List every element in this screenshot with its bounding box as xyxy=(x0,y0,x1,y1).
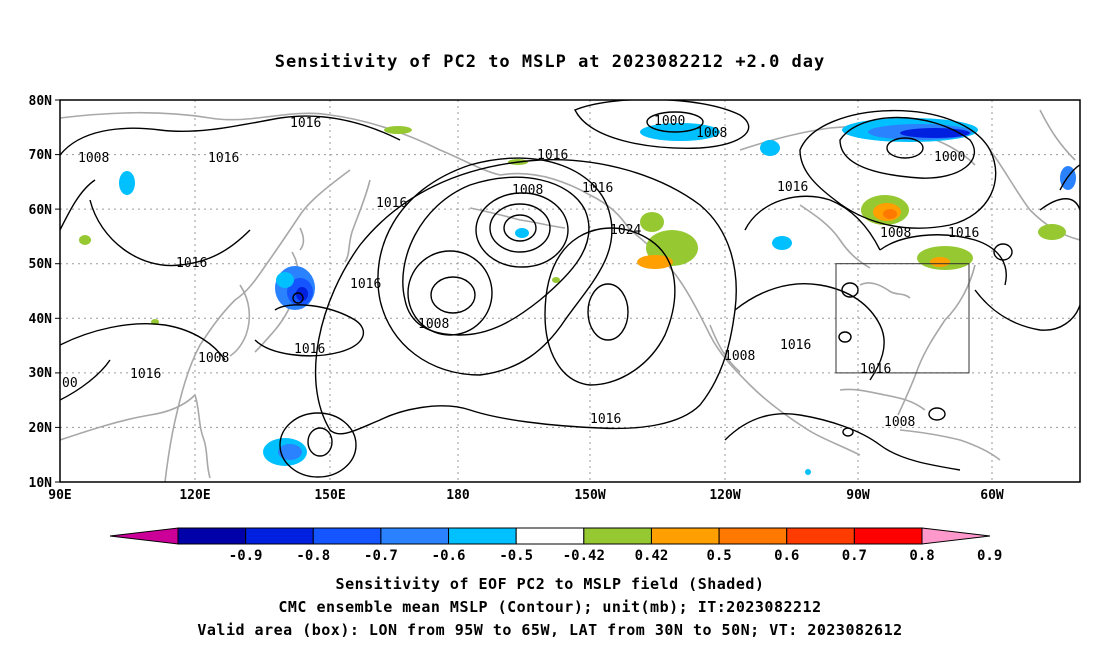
colorbar-upper-triangle xyxy=(921,527,991,545)
contour-label: 1000 xyxy=(654,114,685,129)
contour-label: 1024 xyxy=(610,223,641,238)
contour-label: 1008 xyxy=(78,151,109,166)
lon-labels: 90E 120E 150E 180 150W 120W 90W 60W xyxy=(48,488,1004,503)
mslp-contours xyxy=(60,100,1080,478)
grid-lines xyxy=(60,100,1080,482)
contour-label: 1008 xyxy=(696,126,727,141)
colorbar-segment xyxy=(515,527,585,545)
contour-label: 1016 xyxy=(582,181,613,196)
lon-label: 150W xyxy=(574,488,605,503)
contour-label: 1008 xyxy=(512,183,543,198)
contour-label: 1016 xyxy=(537,148,568,163)
contour-label: 1016 xyxy=(208,151,239,166)
contour-label: 1008 xyxy=(884,415,915,430)
contour-label: 00 xyxy=(62,376,78,391)
colorbar-tick-label: 0.7 xyxy=(842,548,867,564)
contour-label: 1016 xyxy=(130,367,161,382)
colorbar-segment xyxy=(583,527,652,545)
colorbar-segment xyxy=(786,527,855,545)
colorbar-segment xyxy=(245,527,314,545)
contour-label: 1016 xyxy=(590,412,621,427)
contour-label: 1016 xyxy=(777,180,808,195)
lat-label: 60N xyxy=(29,203,53,218)
colorbar-tick-label: 0.42 xyxy=(635,548,669,564)
colorbar-segment xyxy=(718,527,788,545)
lon-label: 150E xyxy=(314,488,345,503)
colorbar-tick-label: -0.8 xyxy=(296,548,330,564)
lon-label: 60W xyxy=(980,488,1004,503)
lat-label: 70N xyxy=(29,148,53,163)
colorbar-tick-label: 0.9 xyxy=(977,548,1002,564)
caption-contour: CMC ensemble mean MSLP (Contour); unit(m… xyxy=(278,598,822,616)
colorbar-segment xyxy=(650,527,720,545)
contour-label: 1016 xyxy=(294,342,325,357)
contour-label: 1016 xyxy=(376,196,407,211)
contour-label: 1008 xyxy=(198,351,229,366)
map-title: Sensitivity of PC2 to MSLP at 2023082212… xyxy=(274,52,826,72)
contour-label: 1016 xyxy=(860,362,891,377)
contour-label: 1016 xyxy=(290,116,321,131)
caption-shaded: Sensitivity of EOF PC2 to MSLP field (Sh… xyxy=(335,575,765,593)
contour-label-group: 1016 1008 1016 1016 1016 1016 1008 1016 … xyxy=(62,114,979,430)
lon-label: 120E xyxy=(179,488,210,503)
lat-label: 40N xyxy=(29,312,53,327)
colorbar-segment xyxy=(177,527,247,545)
colorbar-lower-triangle xyxy=(109,527,179,545)
colorbar-segment xyxy=(853,527,923,545)
colorbar-tick-label: -0.42 xyxy=(563,548,605,564)
contour-label: 1008 xyxy=(418,317,449,332)
colorbar: -0.9 -0.8 -0.7 -0.6 -0.5 -0.42 0.42 0.5 0.6 0.7 0.… xyxy=(109,527,1002,564)
colorbar-tick-label: 0.5 xyxy=(706,548,731,564)
lat-labels: 80N 70N 60N 50N 40N 30N 20N 10N xyxy=(29,94,53,491)
lat-label: 10N xyxy=(29,476,53,491)
lat-label: 50N xyxy=(29,257,53,272)
colorbar-tick-label: 0.8 xyxy=(909,548,934,564)
plot-frame xyxy=(59,99,1081,483)
lon-label: 180 xyxy=(446,488,470,503)
caption-valid-area: Valid area (box): LON from 95W to 65W, L… xyxy=(197,621,903,639)
contour-label: 1008 xyxy=(880,226,911,241)
contour-label: 1016 xyxy=(176,256,207,271)
colorbar-tick-label: 0.6 xyxy=(774,548,799,564)
lat-label: 80N xyxy=(29,94,53,109)
colorbar-tick-label: -0.6 xyxy=(432,548,466,564)
lon-label: 90E xyxy=(48,488,71,503)
colorbar-segment xyxy=(380,527,450,545)
lon-label: 90W xyxy=(846,488,870,503)
colorbar-segment xyxy=(312,527,382,545)
sensitivity-shading xyxy=(79,118,1076,475)
contour-label: 1008 xyxy=(724,349,755,364)
contour-label: 1016 xyxy=(780,338,811,353)
colorbar-segment xyxy=(448,527,517,545)
colorbar-tick-label: -0.9 xyxy=(229,548,263,564)
axis-ticks xyxy=(55,99,60,483)
lon-label: 120W xyxy=(709,488,740,503)
valid-area-box xyxy=(835,263,970,374)
contour-label: 1000 xyxy=(934,150,965,165)
lat-label: 30N xyxy=(29,366,53,381)
colorbar-tick-label: -0.7 xyxy=(364,548,398,564)
lat-label: 20N xyxy=(29,421,53,436)
colorbar-tick-label: -0.5 xyxy=(499,548,533,564)
contour-label: 1016 xyxy=(948,226,979,241)
contour-label: 1016 xyxy=(350,277,381,292)
